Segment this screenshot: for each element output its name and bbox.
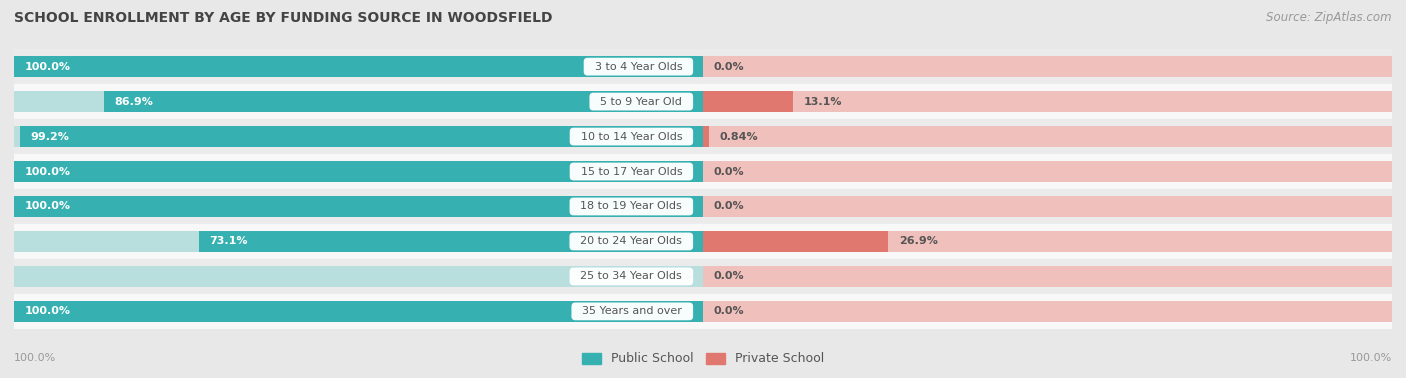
Text: 18 to 19 Year Olds: 18 to 19 Year Olds [574, 201, 689, 211]
Bar [14, 49, 703, 84]
Text: 35 Years and over: 35 Years and over [575, 307, 689, 316]
Bar [703, 301, 1392, 322]
Bar [703, 49, 1392, 84]
Bar [14, 161, 703, 182]
Text: SCHOOL ENROLLMENT BY AGE BY FUNDING SOURCE IN WOODSFIELD: SCHOOL ENROLLMENT BY AGE BY FUNDING SOUR… [14, 11, 553, 25]
Bar [703, 259, 1392, 294]
Bar [14, 294, 703, 329]
Text: 100.0%: 100.0% [24, 167, 70, 177]
Bar [703, 91, 1392, 112]
Bar [14, 259, 703, 294]
Bar [703, 161, 1392, 182]
Bar [703, 126, 1392, 147]
Bar [703, 224, 1392, 259]
Bar [14, 119, 703, 154]
Bar [14, 56, 703, 77]
Bar [14, 154, 703, 189]
Text: 0.0%: 0.0% [713, 201, 744, 211]
Text: Source: ZipAtlas.com: Source: ZipAtlas.com [1267, 11, 1392, 24]
Text: 3 to 4 Year Olds: 3 to 4 Year Olds [588, 62, 689, 71]
Bar [14, 196, 703, 217]
Text: 100.0%: 100.0% [24, 62, 70, 71]
Bar [703, 56, 1392, 77]
Text: 73.1%: 73.1% [209, 237, 249, 246]
Bar [14, 91, 703, 112]
Bar [14, 56, 703, 77]
Bar [20, 126, 703, 147]
Bar [14, 224, 703, 259]
Text: 26.9%: 26.9% [898, 237, 938, 246]
Bar [14, 266, 703, 287]
Bar [14, 301, 703, 322]
Bar [703, 154, 1392, 189]
Text: 0.0%: 0.0% [662, 271, 693, 281]
Text: 25 to 34 Year Olds: 25 to 34 Year Olds [574, 271, 689, 281]
Bar [14, 189, 703, 224]
Text: 0.0%: 0.0% [713, 62, 744, 71]
Bar [703, 196, 1392, 217]
Bar [200, 231, 703, 252]
Bar [703, 119, 1392, 154]
Text: 15 to 17 Year Olds: 15 to 17 Year Olds [574, 167, 689, 177]
Text: 100.0%: 100.0% [1350, 353, 1392, 363]
Bar [703, 294, 1392, 329]
Text: 86.9%: 86.9% [115, 97, 153, 107]
Bar [104, 91, 703, 112]
Text: 0.0%: 0.0% [713, 307, 744, 316]
Bar [703, 231, 1392, 252]
Text: 0.0%: 0.0% [713, 271, 744, 281]
Bar [703, 266, 1392, 287]
Text: 13.1%: 13.1% [804, 97, 842, 107]
Text: 99.2%: 99.2% [30, 132, 69, 141]
Bar [14, 126, 703, 147]
Text: 0.84%: 0.84% [718, 132, 758, 141]
Text: 100.0%: 100.0% [24, 201, 70, 211]
Bar [14, 231, 703, 252]
Bar [703, 126, 709, 147]
Bar [703, 189, 1392, 224]
Bar [703, 91, 793, 112]
Text: 100.0%: 100.0% [14, 353, 56, 363]
Text: 10 to 14 Year Olds: 10 to 14 Year Olds [574, 132, 689, 141]
Bar [14, 301, 703, 322]
Text: 20 to 24 Year Olds: 20 to 24 Year Olds [574, 237, 689, 246]
Text: 100.0%: 100.0% [24, 307, 70, 316]
Text: 0.0%: 0.0% [713, 167, 744, 177]
Bar [14, 84, 703, 119]
Bar [14, 196, 703, 217]
Legend: Public School, Private School: Public School, Private School [576, 347, 830, 370]
Bar [14, 161, 703, 182]
Bar [703, 231, 889, 252]
Bar [703, 84, 1392, 119]
Text: 5 to 9 Year Old: 5 to 9 Year Old [593, 97, 689, 107]
